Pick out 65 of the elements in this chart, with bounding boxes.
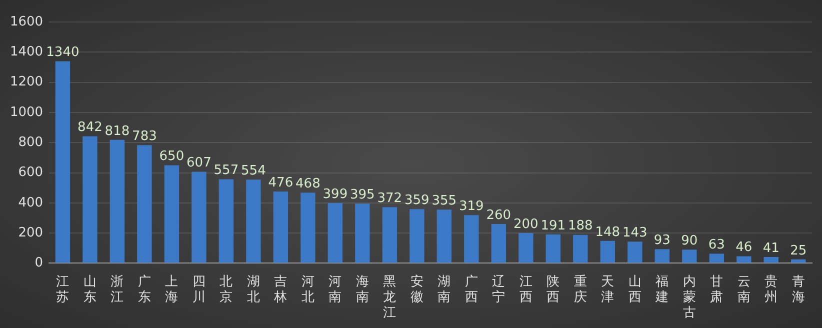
data-label: 818 [104, 124, 130, 139]
y-tick-label: 1400 [10, 44, 44, 60]
data-label: 355 [432, 194, 457, 209]
y-tick-label: 1000 [10, 104, 44, 120]
data-label: 143 [622, 226, 648, 241]
data-label: 468 [296, 176, 320, 192]
y-tick-label: 400 [18, 195, 44, 210]
data-label: 93 [654, 233, 670, 248]
x-tick-label: 青海 [792, 274, 805, 305]
data-label: 1340 [46, 45, 80, 60]
data-label: 372 [377, 190, 402, 206]
x-tick-label: 上海 [165, 274, 178, 305]
x-tick-label: 福建 [654, 274, 669, 305]
data-label: 46 [736, 240, 752, 256]
x-tick-label: 浙江 [110, 274, 124, 305]
y-tick-label: 1200 [10, 74, 44, 90]
x-tick-label: 河北 [301, 274, 314, 305]
data-label: 359 [404, 192, 430, 208]
data-label: 476 [268, 175, 294, 190]
x-tick-label: 海南 [356, 274, 369, 305]
x-tick-label: 北京 [220, 274, 233, 305]
x-tick-label: 黑龙江 [383, 274, 396, 321]
y-tick-label: 600 [18, 165, 44, 180]
x-tick-label: 河南 [328, 274, 342, 305]
x-tick-label: 天津 [601, 274, 614, 305]
x-tick-label: 甘肃 [710, 274, 724, 305]
y-tick-label: 200 [18, 225, 44, 240]
x-tick-label: 贵州 [764, 274, 778, 305]
y-tick-label: 800 [18, 134, 44, 150]
data-label: 395 [350, 188, 375, 203]
data-label: 399 [322, 186, 348, 202]
data-label: 41 [762, 240, 780, 256]
x-tick-label: 安徽 [410, 273, 424, 305]
data-label: 148 [595, 224, 620, 240]
x-tick-label: 湖南 [438, 274, 451, 305]
x-tick-label: 江苏 [56, 274, 70, 305]
data-label: 200 [513, 216, 538, 232]
x-tick-label: 山东 [83, 274, 96, 305]
x-tick-label: 辽宁 [492, 274, 506, 305]
y-tick-label: 1600 [10, 14, 44, 30]
data-label: 63 [708, 238, 725, 253]
data-label: 319 [459, 198, 484, 214]
data-label: 25 [790, 243, 807, 258]
x-tick-label: 广东 [138, 274, 151, 305]
x-tick-label: 重庆 [574, 274, 587, 305]
x-tick-label: 四川 [192, 274, 206, 305]
x-tick-label: 广西 [464, 274, 478, 305]
data-label: 607 [186, 156, 212, 171]
data-label: 554 [241, 164, 266, 179]
x-tick-label: 山西 [628, 274, 642, 305]
data-label: 842 [78, 120, 102, 136]
data-label: 260 [486, 208, 512, 223]
data-label: 90 [681, 234, 698, 249]
x-tick-label: 云南 [737, 274, 750, 305]
data-label: 783 [132, 129, 157, 144]
x-tick-label: 吉林 [273, 274, 288, 305]
data-label: 650 [159, 149, 184, 164]
x-tick-label: 江西 [519, 274, 532, 305]
data-label: 188 [568, 218, 593, 234]
x-tick-label: 湖北 [246, 274, 260, 305]
y-tick-label: 0 [34, 256, 44, 271]
data-label: 557 [214, 163, 239, 178]
x-tick-label: 内蒙古 [682, 274, 696, 321]
data-label: 191 [540, 218, 566, 234]
x-tick-label: 陕西 [546, 274, 560, 305]
